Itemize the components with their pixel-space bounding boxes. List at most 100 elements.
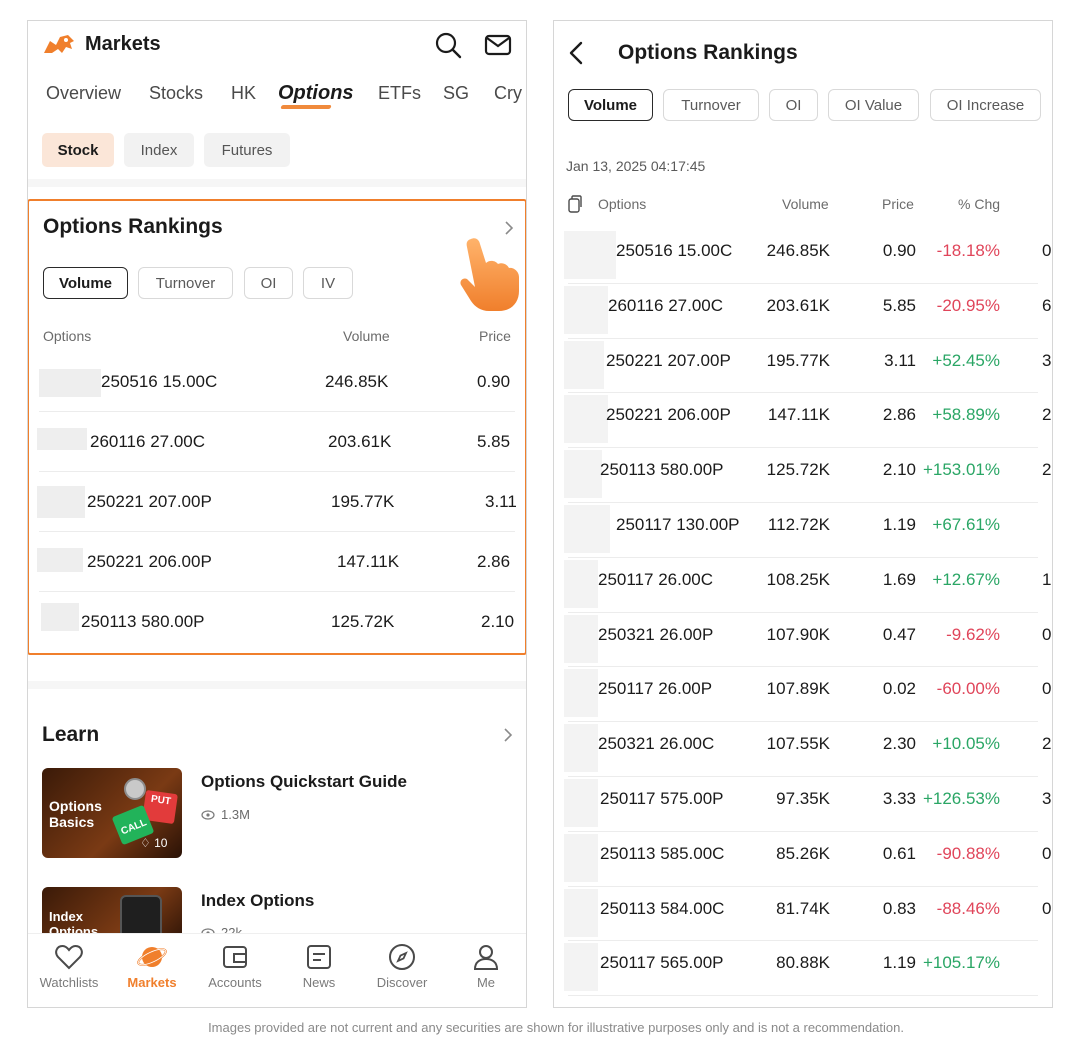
option-volume: 125.72K bbox=[766, 460, 830, 480]
row-divider bbox=[568, 885, 1038, 887]
option-extra: 0 bbox=[1042, 241, 1052, 260]
tap-hand-icon bbox=[460, 238, 519, 311]
row-divider bbox=[568, 447, 1038, 449]
option-name[interactable]: 250117 565.00P bbox=[600, 953, 724, 973]
chevron-right-icon[interactable] bbox=[503, 221, 515, 235]
option-extra: 2 bbox=[1042, 734, 1052, 754]
nav-markets[interactable]: Markets bbox=[112, 942, 192, 990]
row-divider bbox=[568, 556, 1038, 558]
option-price: 2.86 bbox=[882, 405, 916, 425]
col-header-chg: % Chg bbox=[958, 196, 1001, 212]
row-divider bbox=[568, 830, 1038, 832]
option-price: 0.90 bbox=[882, 241, 916, 260]
option-name[interactable]: 250221 207.00P bbox=[606, 350, 731, 370]
bull-logo-icon bbox=[44, 35, 74, 53]
option-name[interactable]: 260116 27.00C bbox=[90, 432, 206, 451]
option-price: 5.85 bbox=[477, 432, 511, 451]
tab-options[interactable]: Options bbox=[278, 83, 354, 104]
option-price: 2.10 bbox=[882, 460, 916, 480]
thumbnail-text: Options Basics bbox=[49, 798, 102, 830]
nav-accounts[interactable]: Accounts bbox=[195, 942, 275, 990]
disclaimer: Images provided are not current and any … bbox=[208, 1020, 904, 1035]
options-rankings-card[interactable]: Options Rankings Volume Turnover OI IV O… bbox=[28, 199, 526, 655]
option-price: 0.61 bbox=[882, 843, 916, 863]
mail-icon[interactable] bbox=[484, 31, 512, 59]
option-chg: -20.95% bbox=[936, 295, 1000, 315]
segment-turnover[interactable]: Turnover bbox=[138, 267, 233, 299]
search-icon[interactable] bbox=[434, 31, 462, 59]
option-volume: 81.74K bbox=[776, 898, 830, 918]
nav-discover[interactable]: Discover bbox=[362, 942, 442, 990]
option-chg: +67.61% bbox=[932, 515, 1000, 534]
option-name[interactable]: 250516 15.00C bbox=[101, 372, 218, 391]
tab-hk[interactable]: HK bbox=[231, 83, 257, 103]
option-name[interactable]: 250221 206.00P bbox=[606, 405, 731, 425]
active-tab-indicator bbox=[280, 105, 332, 109]
tab-etfs[interactable]: ETFs bbox=[378, 83, 421, 103]
back-arrow-icon[interactable] bbox=[568, 41, 584, 65]
segment-oi-value[interactable]: OI Value bbox=[828, 89, 919, 121]
option-name[interactable]: 250117 575.00P bbox=[600, 789, 724, 808]
tab-stocks[interactable]: Stocks bbox=[149, 83, 204, 103]
col-header-volume: Volume bbox=[343, 328, 390, 344]
option-name[interactable]: 250117 26.00P bbox=[598, 679, 713, 699]
row-divider bbox=[568, 502, 1038, 503]
chip-index[interactable]: Index bbox=[124, 133, 194, 167]
option-name[interactable]: 250321 26.00P bbox=[598, 624, 714, 644]
segment-turnover[interactable]: Turnover bbox=[663, 89, 759, 121]
redacted-symbol bbox=[37, 548, 83, 572]
option-name[interactable]: 250113 580.00P bbox=[81, 612, 205, 631]
tab-sg[interactable]: SG bbox=[443, 83, 470, 103]
option-volume: 147.11K bbox=[337, 552, 400, 571]
option-chg: +52.45% bbox=[932, 350, 1000, 370]
bottom-nav: Watchlists Markets Accounts News Discove… bbox=[28, 933, 526, 1007]
chip-futures[interactable]: Futures bbox=[204, 133, 290, 167]
nav-news[interactable]: News bbox=[279, 942, 359, 990]
option-name[interactable]: 250113 585.00C bbox=[600, 843, 725, 863]
nav-me[interactable]: Me bbox=[446, 942, 526, 990]
option-chg: -18.18% bbox=[936, 241, 1000, 260]
option-chg: +58.89% bbox=[932, 405, 1000, 425]
row-divider bbox=[39, 411, 515, 412]
chip-stock[interactable]: Stock bbox=[42, 133, 114, 167]
copy-icon[interactable] bbox=[568, 195, 582, 213]
segment-oi-increase[interactable]: OI Increase bbox=[930, 89, 1041, 121]
option-chg: -88.46% bbox=[936, 898, 1000, 918]
row-divider bbox=[568, 776, 1038, 777]
option-name[interactable]: 250117 26.00C bbox=[598, 569, 714, 589]
timestamp: Jan 13, 2025 04:17:45 bbox=[566, 158, 706, 174]
redacted-symbol bbox=[39, 369, 101, 397]
option-chg: +126.53% bbox=[922, 789, 1000, 808]
tab-overview[interactable]: Overview bbox=[46, 83, 122, 103]
tab-crypto[interactable]: Cry bbox=[494, 83, 522, 103]
option-name[interactable]: 250321 26.00C bbox=[598, 734, 715, 754]
segment-oi[interactable]: OI bbox=[769, 89, 818, 121]
row-divider bbox=[568, 282, 1038, 284]
nav-watchlists[interactable]: Watchlists bbox=[29, 942, 109, 990]
col-header-options: Options bbox=[43, 328, 92, 344]
segment-oi[interactable]: OI bbox=[244, 267, 293, 299]
option-name[interactable]: 250113 584.00C bbox=[600, 898, 725, 918]
learn-thumbnail[interactable]: Options Basics PUT CALL ♢ 10 bbox=[42, 768, 182, 858]
divider bbox=[28, 681, 526, 689]
option-chg: +105.17% bbox=[922, 953, 1000, 973]
option-name[interactable]: 250117 130.00P bbox=[616, 515, 740, 534]
option-price: 0.02 bbox=[882, 679, 916, 699]
redacted-symbol bbox=[564, 505, 610, 553]
option-name[interactable]: 250221 207.00P bbox=[87, 492, 212, 511]
option-price: 0.90 bbox=[477, 372, 511, 391]
segment-iv[interactable]: IV bbox=[303, 267, 353, 299]
option-name[interactable]: 250516 15.00C bbox=[616, 241, 733, 260]
redacted-symbol bbox=[564, 943, 598, 992]
option-chg: -60.00% bbox=[936, 679, 1000, 699]
learn-item-title[interactable]: Index Options bbox=[201, 891, 315, 910]
segment-volume[interactable]: Volume bbox=[568, 89, 653, 121]
chevron-right-icon[interactable] bbox=[502, 728, 514, 742]
segment-volume[interactable]: Volume bbox=[43, 267, 128, 299]
option-name[interactable]: 250113 580.00P bbox=[600, 460, 724, 480]
option-name[interactable]: 250221 206.00P bbox=[87, 552, 212, 571]
app-title: Markets bbox=[85, 33, 161, 55]
option-name[interactable]: 260116 27.00C bbox=[608, 295, 724, 315]
learn-item-title[interactable]: Options Quickstart Guide bbox=[201, 772, 407, 791]
redacted-symbol bbox=[564, 724, 598, 773]
